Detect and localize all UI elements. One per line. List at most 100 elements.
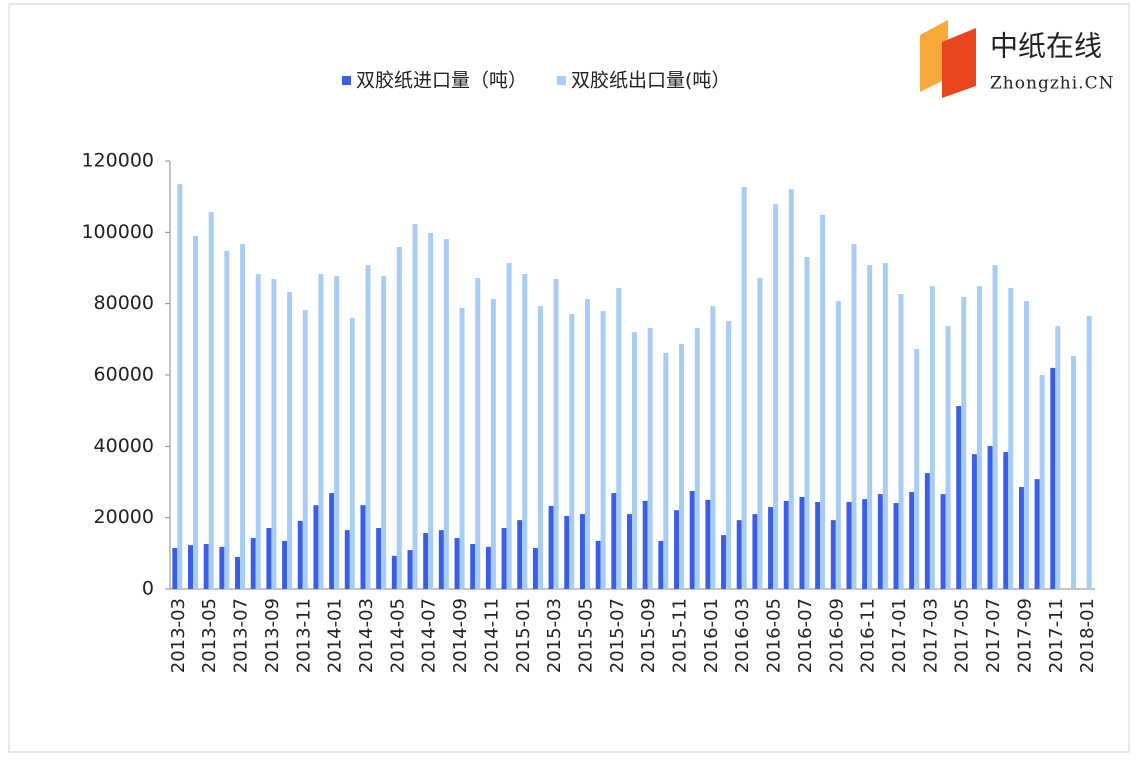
x-tick-label: 2017-01 <box>889 598 910 673</box>
x-tick-label: 2017-05 <box>952 598 973 673</box>
x-tick-label: 2015-03 <box>544 598 565 673</box>
y-tick-label: 20000 <box>94 506 154 528</box>
x-tick-label: 2017-11 <box>1046 598 1067 673</box>
bar <box>255 274 261 589</box>
bar <box>240 244 246 589</box>
bar <box>914 348 920 589</box>
bar <box>381 276 387 589</box>
bar <box>396 246 402 589</box>
bar <box>862 499 868 589</box>
bar <box>235 556 241 589</box>
bar <box>271 279 277 589</box>
x-tick-label: 2013-11 <box>293 598 314 673</box>
bar <box>674 510 680 589</box>
x-tick-label: 2016-07 <box>795 598 816 673</box>
bar <box>412 224 418 589</box>
logo: 中纸在线 Zhongzhi.CN <box>920 20 1113 98</box>
x-tick-label: 2014-11 <box>481 598 502 673</box>
bar <box>956 406 962 589</box>
bar <box>475 277 481 589</box>
bar <box>679 343 685 589</box>
legend-label: 双胶纸出口量(吨） <box>571 70 730 92</box>
bar <box>721 535 727 589</box>
bar <box>851 244 857 589</box>
bar <box>266 528 272 589</box>
bar <box>537 306 543 589</box>
bar <box>882 263 888 589</box>
x-tick-label: 2013-09 <box>262 598 283 673</box>
bar <box>219 546 225 589</box>
bar <box>909 491 915 589</box>
bar <box>1039 375 1045 589</box>
bar <box>188 545 194 589</box>
bar <box>940 494 946 589</box>
x-tick-label: 2016-03 <box>732 598 753 673</box>
bar <box>616 287 622 589</box>
bar <box>584 299 590 589</box>
bar <box>454 537 460 589</box>
x-tick-label: 2016-01 <box>701 598 722 673</box>
bar <box>815 501 821 589</box>
bar <box>898 294 904 589</box>
x-tick-label: 2014-09 <box>450 598 471 673</box>
bar <box>757 277 763 589</box>
bar <box>595 540 601 589</box>
bar <box>867 265 873 589</box>
bar <box>522 274 528 589</box>
y-tick-label: 60000 <box>94 364 154 386</box>
bar <box>658 540 664 589</box>
y-tick-label: 80000 <box>94 292 154 314</box>
bar <box>1023 301 1029 589</box>
bar <box>710 306 716 589</box>
bar <box>799 496 805 589</box>
bar <box>1086 316 1092 589</box>
bar <box>443 239 449 590</box>
legend-label: 双胶纸进口量（吨） <box>356 70 527 92</box>
x-tick-label: 2017-03 <box>920 598 941 673</box>
bar <box>224 250 230 589</box>
bar <box>1070 356 1076 589</box>
bar <box>470 544 476 589</box>
bar <box>313 505 319 589</box>
bar <box>736 520 742 589</box>
bar <box>250 537 256 589</box>
x-tick-label: 2014-05 <box>387 598 408 673</box>
bar <box>579 514 585 589</box>
logo-icon <box>942 28 976 98</box>
x-tick-label: 2015-09 <box>638 598 659 673</box>
bar <box>893 503 899 589</box>
bar <box>611 493 617 589</box>
x-tick-label: 2015-05 <box>575 598 596 673</box>
bar <box>344 530 350 589</box>
bar <box>705 499 711 589</box>
bar <box>1055 326 1061 589</box>
bar <box>517 520 523 589</box>
x-tick-label: 2014-01 <box>325 598 346 673</box>
bar <box>663 352 669 589</box>
y-tick-label: 120000 <box>81 150 154 172</box>
bar <box>924 473 930 589</box>
bar <box>835 301 841 589</box>
bar <box>208 212 214 589</box>
bar <box>438 530 444 589</box>
bar <box>1018 486 1024 589</box>
bar <box>548 505 554 589</box>
bar <box>694 327 700 589</box>
bar <box>407 550 413 589</box>
bar <box>365 265 371 589</box>
bar <box>877 494 883 589</box>
bar <box>172 547 178 589</box>
bar <box>501 528 507 589</box>
bar <box>1003 452 1009 589</box>
bar <box>485 546 491 589</box>
bar <box>459 307 465 589</box>
bar <box>564 515 570 589</box>
bar <box>647 327 653 589</box>
bar <box>553 279 559 589</box>
bar <box>768 506 774 589</box>
bar <box>632 332 637 589</box>
x-tick-label: 2018-01 <box>1077 598 1098 673</box>
x-tick-label: 2016-09 <box>826 598 847 673</box>
bar <box>360 505 366 589</box>
